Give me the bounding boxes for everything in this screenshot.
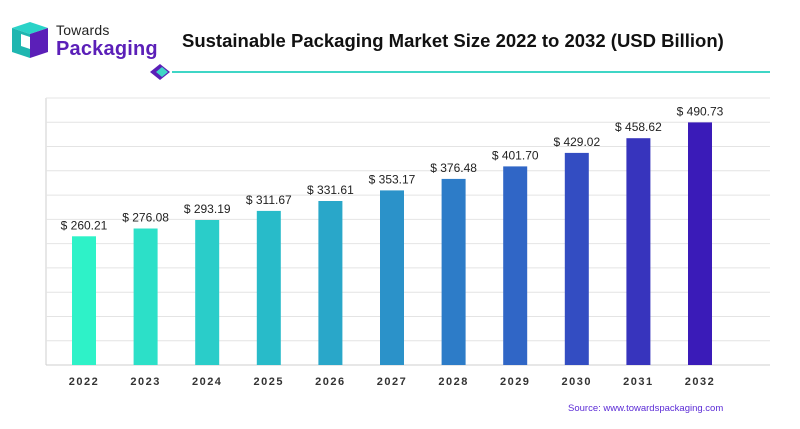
cube-icon — [12, 22, 48, 58]
data-label-2030: $ 429.02 — [553, 135, 600, 149]
bar-2030 — [564, 152, 589, 365]
data-label-2027: $ 353.17 — [369, 172, 416, 186]
bar-2023 — [133, 228, 158, 365]
x-tick-labels: 2022 2023 2024 2025 2026 2027 2028 2029 2030 2031… — [69, 376, 715, 388]
bar-2032 — [688, 122, 712, 366]
x-tick-label-2024: 2024 — [192, 376, 222, 388]
bars — [72, 122, 712, 366]
data-label-2031: $ 458.62 — [615, 120, 662, 134]
data-label-2022: $ 260.21 — [61, 218, 108, 232]
bar-2026 — [318, 201, 343, 365]
bar-2022 — [72, 236, 96, 365]
bar-2024 — [195, 220, 220, 365]
data-label-2029: $ 401.70 — [492, 148, 539, 162]
x-tick-label-2029: 2029 — [500, 376, 530, 388]
data-label-2028: $ 376.48 — [430, 161, 477, 175]
data-label-2032: $ 490.73 — [677, 104, 724, 118]
data-label-2023: $ 276.08 — [122, 211, 169, 225]
data-label-2025: $ 311.67 — [246, 193, 292, 207]
brand-logo: Towards Packaging — [12, 18, 162, 62]
title-underline-decoration — [150, 64, 770, 80]
chart-title: Sustainable Packaging Market Size 2022 t… — [182, 30, 724, 51]
x-tick-label-2032: 2032 — [685, 376, 715, 388]
bar-2027 — [380, 190, 404, 365]
bar-2028 — [441, 178, 466, 365]
data-label-2026: $ 331.61 — [307, 183, 354, 197]
x-tick-label-2025: 2025 — [254, 376, 284, 388]
bar-2025 — [256, 210, 281, 365]
x-tick-label-2023: 2023 — [130, 376, 160, 388]
bar-2031 — [626, 138, 651, 365]
brand-line-2: Packaging — [56, 38, 158, 60]
data-labels: $ 260.21 $ 276.08 $ 293.19 $ 311.67 $ 331.61… — [61, 104, 724, 232]
data-label-2024: $ 293.19 — [184, 202, 231, 216]
x-tick-label-2030: 2030 — [562, 376, 592, 388]
brand-line-1: Towards — [56, 22, 110, 38]
bar-2029 — [503, 166, 528, 365]
x-tick-label-2026: 2026 — [315, 376, 345, 388]
x-tick-label-2028: 2028 — [438, 376, 468, 388]
x-tick-label-2027: 2027 — [377, 376, 407, 388]
x-tick-label-2022: 2022 — [69, 376, 99, 388]
x-tick-label-2031: 2031 — [623, 376, 653, 388]
source-note: Source: www.towardspackaging.com — [568, 403, 724, 414]
